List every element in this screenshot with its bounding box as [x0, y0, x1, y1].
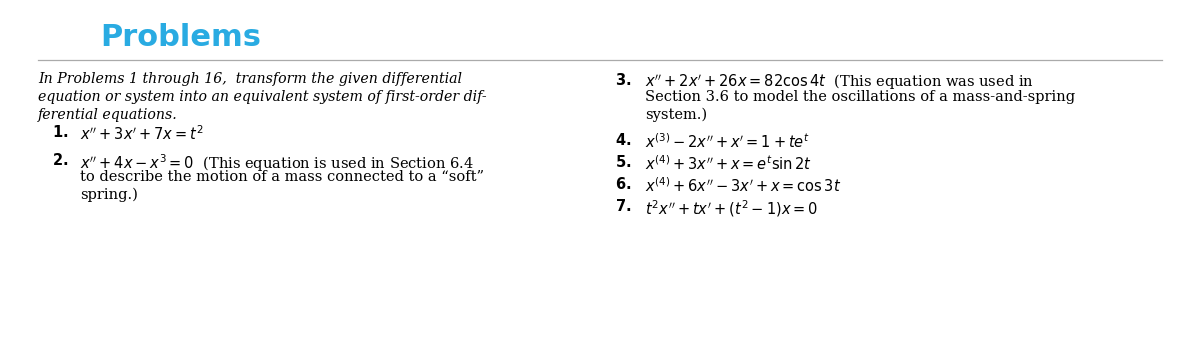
Text: ferential equations.: ferential equations.: [38, 108, 178, 122]
Text: $x^{(3)} - 2x'' + x' = 1 + te^t$: $x^{(3)} - 2x'' + x' = 1 + te^t$: [646, 132, 810, 151]
Text: spring.): spring.): [80, 188, 138, 202]
Text: equation or system into an equivalent system of first-order dif-: equation or system into an equivalent sy…: [38, 90, 487, 104]
Text: $x'' + 3x' + 7x = t^2$: $x'' + 3x' + 7x = t^2$: [80, 124, 204, 143]
Text: $x^{(4)} + 6x'' - 3x' + x = \cos 3t$: $x^{(4)} + 6x'' - 3x' + x = \cos 3t$: [646, 176, 841, 195]
Text: system.): system.): [646, 108, 707, 122]
Text: $\mathbf{3.}$: $\mathbf{3.}$: [616, 72, 631, 88]
Text: $x'' + 2x' + 26x = 82\cos 4t$  (This equation was used in: $x'' + 2x' + 26x = 82\cos 4t$ (This equa…: [646, 72, 1034, 92]
Text: Section 3.6 to model the oscillations of a mass-and-spring: Section 3.6 to model the oscillations of…: [646, 90, 1075, 104]
Text: 4.1: 4.1: [43, 26, 85, 50]
Text: to describe the motion of a mass connected to a “soft”: to describe the motion of a mass connect…: [80, 170, 484, 184]
Text: $x'' + 4x - x^3 = 0$  (This equation is used in Section 6.4: $x'' + 4x - x^3 = 0$ (This equation is u…: [80, 152, 474, 174]
Text: $x^{(4)} + 3x'' + x = e^t\sin 2t$: $x^{(4)} + 3x'' + x = e^t\sin 2t$: [646, 154, 812, 173]
Text: $\mathbf{2.}$: $\mathbf{2.}$: [52, 152, 68, 168]
Text: $\mathbf{5.}$: $\mathbf{5.}$: [616, 154, 631, 170]
Text: In Problems 1 through 16,  transform the given differential: In Problems 1 through 16, transform the …: [38, 72, 462, 86]
Text: Problems: Problems: [100, 24, 262, 53]
Text: $\mathbf{6.}$: $\mathbf{6.}$: [616, 176, 631, 192]
Text: $t^2x'' + tx' + (t^2 - 1)x = 0$: $t^2x'' + tx' + (t^2 - 1)x = 0$: [646, 198, 818, 219]
Text: $\mathbf{1.}$: $\mathbf{1.}$: [52, 124, 68, 140]
Text: $\mathbf{4.}$: $\mathbf{4.}$: [616, 132, 631, 148]
Text: $\mathbf{7.}$: $\mathbf{7.}$: [616, 198, 631, 214]
